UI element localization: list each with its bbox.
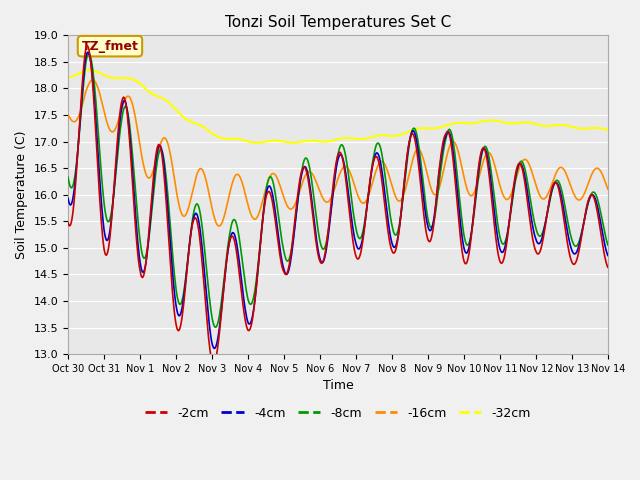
Y-axis label: Soil Temperature (C): Soil Temperature (C) (15, 131, 28, 259)
Text: TZ_fmet: TZ_fmet (81, 40, 138, 53)
X-axis label: Time: Time (323, 379, 353, 392)
Title: Tonzi Soil Temperatures Set C: Tonzi Soil Temperatures Set C (225, 15, 451, 30)
Legend: -2cm, -4cm, -8cm, -16cm, -32cm: -2cm, -4cm, -8cm, -16cm, -32cm (140, 402, 536, 425)
